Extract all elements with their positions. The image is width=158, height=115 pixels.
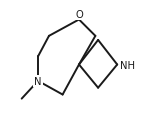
Text: O: O (75, 10, 83, 20)
Text: NH: NH (120, 60, 135, 70)
Text: N: N (34, 76, 42, 86)
